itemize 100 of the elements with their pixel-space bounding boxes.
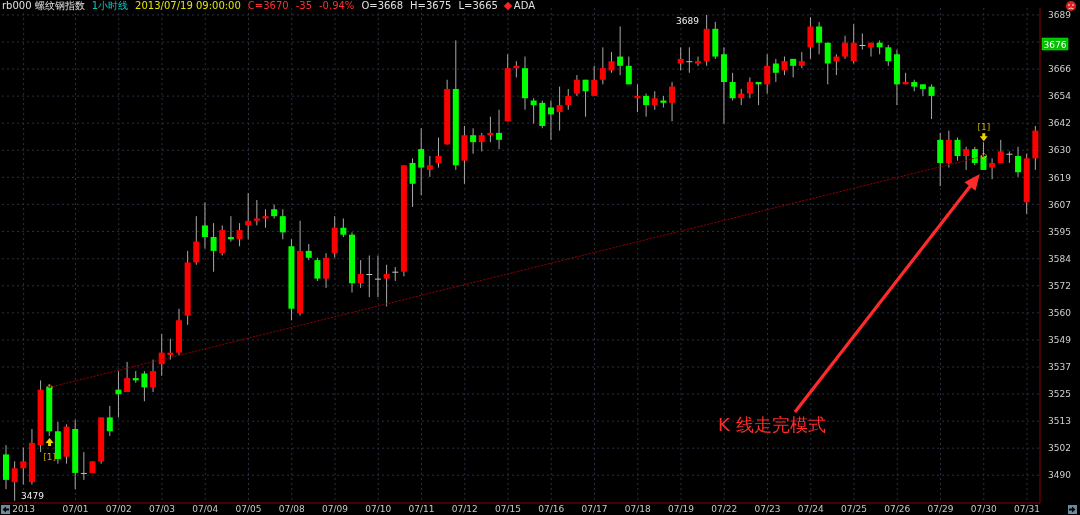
x-tick-label: 07/29 — [927, 504, 954, 514]
candlestick — [816, 21, 823, 55]
candlestick — [643, 93, 650, 118]
candlestick — [677, 46, 684, 71]
candlestick — [236, 222, 243, 247]
candlestick — [357, 259, 364, 289]
y-tick-label: 3607 — [1048, 199, 1071, 210]
candlestick — [150, 359, 157, 393]
x-tick-label: 07/26 — [884, 504, 911, 514]
candlestick — [928, 83, 935, 120]
candlestick — [945, 130, 952, 169]
candlestick — [980, 141, 987, 171]
y-tick-label: 3537 — [1048, 362, 1071, 373]
candlestick — [340, 217, 347, 238]
candlestick — [279, 208, 286, 240]
annotation: 3689 — [676, 15, 700, 26]
x-tick-label: 07/19 — [668, 504, 695, 514]
y-tick-label: 3584 — [1048, 253, 1072, 264]
candlestick — [253, 199, 260, 226]
annotation: ADA — [512, 0, 536, 11]
candlestick — [11, 460, 18, 502]
x-tick-label: 07/18 — [624, 504, 652, 514]
chart-title: rb000 螺纹钢指数 — [2, 0, 85, 11]
candlestick — [695, 56, 701, 67]
y-tick-label: 3595 — [1048, 226, 1071, 237]
candlestick — [201, 201, 208, 250]
candlestick — [729, 72, 736, 102]
candlestick — [556, 86, 563, 132]
candlestick — [885, 44, 892, 67]
y-tick-label: 3513 — [1048, 416, 1071, 427]
candlestick — [1015, 146, 1022, 178]
annotation: [1] — [977, 122, 991, 133]
x-tick-label: 07/11 — [408, 504, 435, 514]
candlestick — [772, 58, 779, 83]
candlestick — [124, 361, 131, 393]
candlestick — [374, 255, 381, 298]
x-tick-label: 07/24 — [797, 504, 825, 514]
y-tick-label: 3549 — [1048, 335, 1072, 346]
y-tick-label: 3619 — [1048, 172, 1072, 183]
candlestick — [599, 46, 606, 85]
x-tick-label: 07/04 — [192, 504, 219, 514]
candlestick — [409, 157, 416, 208]
candlestick — [919, 83, 926, 97]
candlestick — [478, 132, 485, 152]
y-tick-label: 3490 — [1048, 470, 1072, 481]
annotation: [1] — [43, 451, 56, 462]
candlestick — [764, 53, 771, 95]
y-tick-label: 3560 — [1048, 308, 1072, 319]
candlestick — [824, 42, 831, 85]
candlestick — [686, 46, 693, 74]
y-tick-label: 3666 — [1048, 64, 1072, 75]
candlestick — [971, 146, 978, 166]
candlestick — [418, 127, 425, 196]
annotation: 2013/07/19 09:00:00 — [135, 0, 241, 11]
x-tick-label: 2013 — [12, 504, 36, 514]
candlestick — [383, 264, 390, 307]
annotation: H=3675 — [410, 0, 452, 11]
candlestick — [1006, 150, 1013, 164]
candlestick — [669, 81, 676, 122]
chart-subtitle: 1小时线 — [91, 0, 129, 11]
candlestick — [746, 76, 753, 99]
candlestick — [591, 65, 598, 97]
candlestick — [651, 90, 658, 111]
candlestick — [937, 132, 944, 187]
x-tick-label: 07/30 — [970, 504, 998, 514]
candlestick — [496, 109, 503, 150]
candlestick — [106, 405, 113, 437]
candlestick — [625, 56, 632, 85]
x-tick-label: 07/12 — [451, 504, 478, 514]
x-tick-label: 07/16 — [538, 504, 565, 514]
x-tick-label: 07/01 — [62, 504, 89, 514]
y-tick-label: 3642 — [1048, 118, 1071, 129]
annotation: L=3665 — [458, 0, 498, 11]
candlestick — [392, 266, 399, 282]
candlestick — [219, 224, 226, 256]
x-tick-label: 07/02 — [105, 504, 132, 514]
candlestick — [781, 56, 788, 76]
candlestick — [963, 146, 970, 171]
x-tick-label: 07/25 — [841, 504, 867, 514]
candlestick — [80, 451, 87, 481]
annotation: -0.94% — [319, 0, 355, 11]
candlestick — [859, 32, 866, 51]
candlestick — [608, 51, 615, 74]
y-tick-label: 3525 — [1048, 389, 1071, 400]
candlestick — [470, 127, 477, 155]
candlestick — [323, 252, 330, 289]
candlestick — [141, 370, 148, 402]
candlestick — [366, 255, 373, 298]
candlestick — [573, 74, 580, 97]
candlestick — [954, 137, 961, 162]
candlestick — [565, 88, 572, 111]
y-tick-label: 3689 — [1048, 10, 1072, 21]
x-tick-label: 07/08 — [278, 504, 306, 514]
candlestick — [435, 137, 442, 169]
candlestick — [20, 446, 27, 485]
y-tick-label: 3630 — [1048, 145, 1072, 156]
candlestick — [989, 157, 996, 180]
annotation: O=3668 — [361, 0, 404, 11]
y-tick-label: 3502 — [1048, 443, 1071, 454]
candlestick — [193, 215, 200, 266]
